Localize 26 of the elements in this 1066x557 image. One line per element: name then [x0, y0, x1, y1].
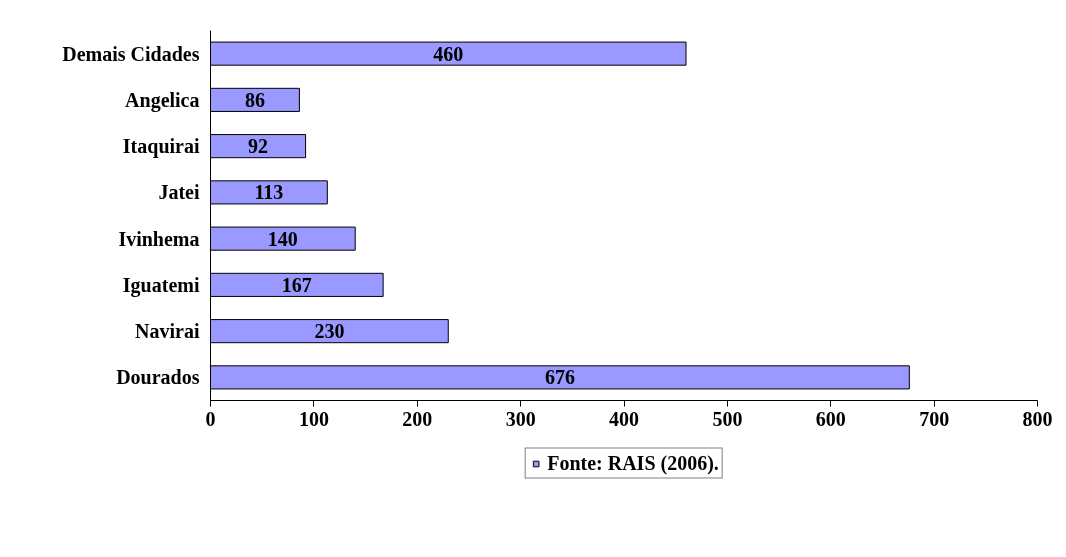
data-label: 230 [314, 320, 345, 343]
data-label: 676 [544, 366, 575, 389]
y-tick-label: Iguatemi [122, 273, 200, 297]
x-tick-label: 300 [505, 407, 536, 430]
y-tick-label: Dourados [116, 366, 200, 389]
y-tick-label: Angelica [125, 88, 200, 112]
x-tick-label: 600 [815, 407, 846, 430]
data-label: 140 [267, 227, 298, 250]
legend-label: Fonte: RAIS (2006). [547, 451, 719, 475]
data-label: 460 [433, 42, 464, 65]
y-tick-label: Itaquirai [122, 135, 200, 159]
data-label: 92 [248, 135, 269, 158]
x-tick-label: 400 [609, 407, 639, 430]
data-label: 86 [244, 88, 265, 111]
y-tick-label: Jatei [158, 181, 200, 204]
y-tick-label: Ivinhema [118, 227, 200, 250]
data-label: 167 [281, 273, 312, 296]
x-tick-label: 500 [712, 407, 743, 430]
x-tick-label: 0 [205, 407, 216, 430]
data-label: 113 [254, 181, 284, 204]
x-tick-label: 200 [402, 407, 433, 430]
y-tick-label: Demais Cidades [62, 42, 200, 65]
x-tick-label: 800 [1022, 407, 1053, 430]
y-tick-label: Navirai [135, 320, 200, 343]
x-tick-label: 100 [298, 407, 329, 430]
x-tick-label: 700 [919, 407, 950, 430]
